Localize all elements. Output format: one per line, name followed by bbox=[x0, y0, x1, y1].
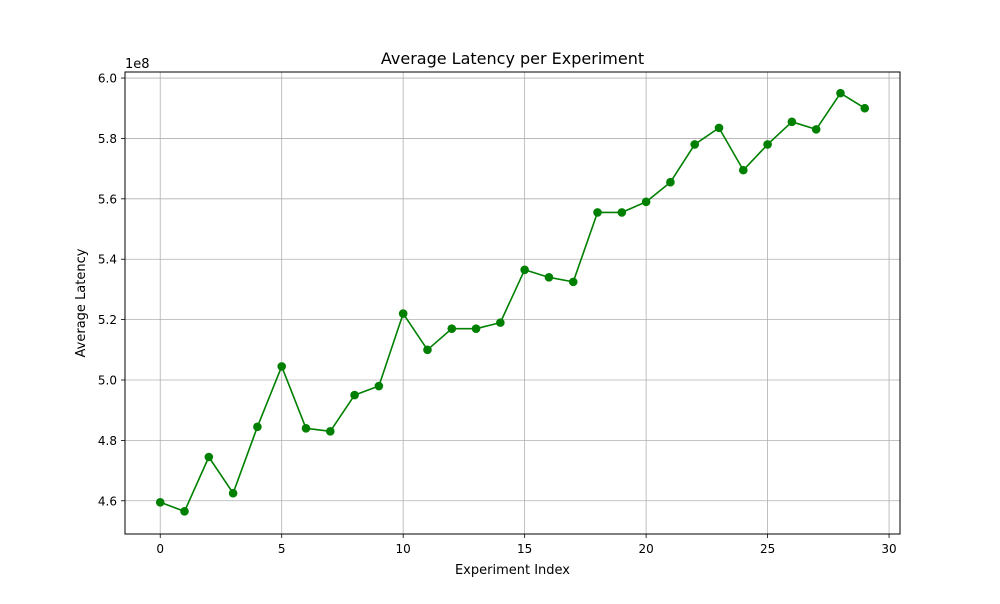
y-tick-label: 5.0 bbox=[98, 374, 117, 388]
data-point bbox=[617, 208, 627, 217]
data-point bbox=[544, 273, 554, 282]
data-point bbox=[860, 103, 870, 113]
data-point bbox=[447, 324, 457, 333]
data-point bbox=[787, 117, 797, 127]
data-point bbox=[155, 497, 165, 507]
data-point bbox=[836, 88, 845, 98]
data-point bbox=[496, 318, 505, 327]
data-point bbox=[593, 208, 602, 217]
y-axis-ticks: 4.6 4.8 5.0 5.2 5.4 5.6 5.8 6.0 bbox=[98, 72, 125, 508]
data-point bbox=[253, 422, 262, 432]
series-layer bbox=[155, 88, 870, 516]
x-tick-label: 0 bbox=[156, 542, 164, 556]
y-tick-label: 5.6 bbox=[98, 192, 117, 206]
data-point bbox=[325, 427, 335, 436]
data-point bbox=[398, 309, 408, 318]
x-tick-label: 25 bbox=[760, 542, 775, 556]
data-point bbox=[374, 381, 384, 391]
data-point bbox=[666, 177, 675, 187]
data-point bbox=[714, 123, 724, 133]
data-point bbox=[350, 390, 359, 400]
grid-lines bbox=[125, 72, 900, 534]
data-point bbox=[811, 125, 821, 134]
x-axis-ticks: 0 5 10 15 20 25 30 bbox=[156, 534, 897, 556]
x-axis-label: Experiment Index bbox=[455, 563, 570, 578]
x-tick-label: 30 bbox=[881, 542, 896, 556]
y-tick-label: 5.4 bbox=[98, 253, 117, 267]
data-point bbox=[277, 362, 287, 371]
x-tick-label: 15 bbox=[517, 542, 532, 556]
data-point bbox=[423, 345, 432, 355]
y-tick-label: 4.6 bbox=[98, 494, 117, 508]
series-line bbox=[159, 92, 866, 513]
chart-title: Average Latency per Experiment bbox=[381, 49, 644, 68]
data-point bbox=[568, 277, 578, 287]
y-tick-label: 5.8 bbox=[98, 132, 117, 146]
x-tick-label: 20 bbox=[638, 542, 653, 556]
y-axis-offset-label: 1e8 bbox=[125, 57, 150, 72]
x-tick-label: 5 bbox=[278, 542, 286, 556]
data-point bbox=[738, 165, 748, 175]
x-tick-label: 10 bbox=[396, 542, 411, 556]
data-point bbox=[690, 140, 700, 149]
data-point bbox=[180, 507, 189, 516]
data-point bbox=[301, 424, 311, 433]
data-point bbox=[471, 324, 481, 333]
y-axis-label: Average Latency bbox=[74, 248, 89, 357]
data-point bbox=[204, 452, 214, 462]
data-point bbox=[763, 140, 772, 149]
data-point bbox=[228, 488, 238, 498]
data-point bbox=[520, 265, 529, 275]
plot-frame bbox=[124, 71, 901, 535]
y-tick-label: 5.2 bbox=[98, 313, 117, 327]
y-tick-label: 4.8 bbox=[98, 434, 117, 448]
y-tick-label: 6.0 bbox=[98, 72, 117, 86]
data-point bbox=[641, 197, 651, 207]
